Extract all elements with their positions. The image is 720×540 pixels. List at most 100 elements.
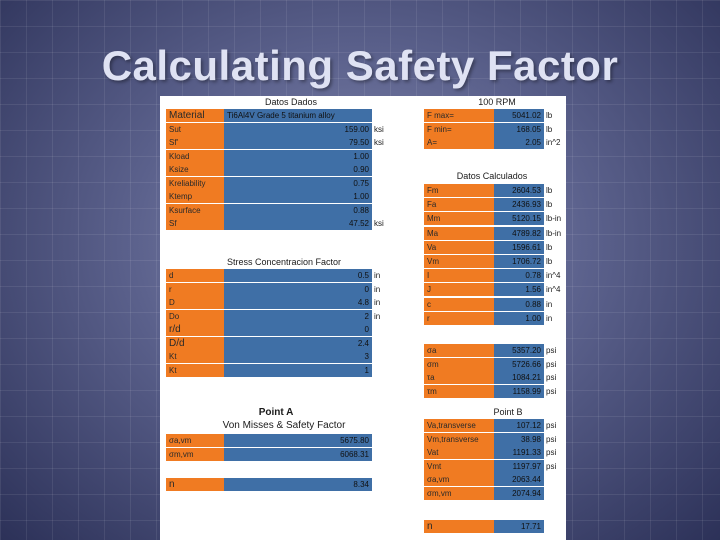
row-unit	[544, 473, 546, 486]
row-value: 2436.93	[494, 198, 544, 212]
header-point-b: Point B	[493, 407, 523, 417]
row-unit	[372, 350, 374, 363]
header-rpm: 100 RPM	[478, 97, 516, 107]
row-unit	[372, 150, 374, 163]
row-label: r	[166, 282, 224, 296]
row-unit: psi	[546, 346, 557, 355]
row-value: 0.88	[224, 203, 372, 217]
row-unit	[372, 364, 374, 377]
header-datos-calculados: Datos Calculados	[456, 171, 528, 181]
row-value: 1158.99	[494, 384, 544, 398]
row-value: 5120.15	[494, 212, 544, 226]
row-value: 1596.61	[494, 240, 544, 254]
row-label: Vmt	[424, 459, 494, 473]
row-unit: lb	[546, 242, 553, 252]
header-datos-dados: Datos Dados	[264, 97, 318, 107]
row-unit	[372, 204, 374, 217]
row-unit	[544, 520, 546, 533]
row-label: r/d	[166, 323, 224, 336]
row-value: 0.75	[224, 176, 372, 190]
row-value: 38.98	[494, 432, 544, 446]
row-label: F min=	[424, 122, 494, 136]
row-unit	[372, 177, 374, 190]
header-von-misses: Von Misses & Safety Factor	[222, 420, 346, 431]
row-label: n	[166, 478, 224, 491]
row-unit	[372, 163, 374, 176]
row-value: 5675.80	[224, 434, 372, 447]
row-value: 1084.21	[494, 371, 544, 384]
row-unit	[372, 478, 374, 491]
row-label: F max=	[424, 109, 494, 122]
row-label: Do	[166, 309, 224, 323]
row-unit: lb	[546, 186, 553, 195]
row-label: J	[424, 283, 494, 297]
row-value: 2074.94	[494, 486, 544, 500]
row-unit: psi	[546, 359, 557, 369]
row-value: 1.00	[224, 190, 372, 203]
row-unit: psi	[546, 373, 557, 382]
row-value: 1197.97	[494, 459, 544, 473]
row-value: 2063.44	[494, 473, 544, 486]
row-unit	[372, 448, 374, 461]
row-value: 2	[224, 309, 372, 323]
row-unit: in	[546, 313, 553, 323]
row-label: d	[166, 269, 224, 282]
row-value: 2.05	[494, 136, 544, 149]
row-label: τa	[424, 371, 494, 384]
row-unit: lb	[546, 200, 553, 210]
row-label: σm	[424, 357, 494, 371]
row-unit: psi	[546, 421, 557, 430]
row-label: Ktemp	[166, 190, 224, 203]
row-unit: lb	[546, 257, 553, 266]
row-unit: psi	[546, 448, 557, 457]
row-unit: ksi	[374, 219, 384, 228]
row-value: Ti6Al4V Grade 5 titanium alloy	[224, 109, 372, 122]
row-unit: lb-in	[546, 214, 562, 224]
row-unit	[372, 190, 374, 203]
row-label: Mm	[424, 212, 494, 226]
row-value: 4.8	[224, 296, 372, 309]
row-label: D/d	[166, 336, 224, 350]
row-unit: in^4	[546, 285, 561, 295]
row-value: 0.90	[224, 163, 372, 176]
row-value: 1706.72	[494, 255, 544, 268]
row-unit: psi	[546, 386, 557, 396]
row-label: σm,vm	[166, 447, 224, 461]
row-label: I	[424, 269, 494, 283]
row-unit: ksi	[374, 124, 384, 134]
row-label: σa,vm	[424, 473, 494, 486]
row-value: 5726.66	[494, 357, 544, 371]
row-label: D	[166, 296, 224, 309]
row-value: 79.50	[224, 136, 372, 149]
row-label: n	[424, 520, 494, 533]
spreadsheet: Datos Dados 100 RPM Datos Calculados Str…	[160, 96, 566, 540]
row-label: c	[424, 297, 494, 311]
row-unit	[372, 109, 374, 122]
row-value: 168.05	[494, 122, 544, 136]
row-label: σa	[424, 344, 494, 357]
row-value: 0	[224, 282, 372, 296]
row-value: 0.88	[494, 297, 544, 311]
row-unit: lb-in	[546, 228, 562, 238]
row-label: r	[424, 311, 494, 325]
row-label: Fm	[424, 184, 494, 197]
row-label: Ksurface	[166, 203, 224, 217]
row-label: Kload	[166, 149, 224, 163]
row-label: Ksize	[166, 163, 224, 176]
row-value: 0	[224, 323, 372, 336]
row-unit	[372, 337, 374, 350]
row-value: 1.00	[224, 149, 372, 163]
row-value: 5357.20	[494, 344, 544, 357]
row-value: 0.78	[494, 269, 544, 283]
row-value: 6068.31	[224, 447, 372, 461]
row-unit: psi	[546, 434, 557, 444]
row-label: Kt	[166, 350, 224, 363]
row-value: 1.56	[494, 283, 544, 297]
row-unit: lb	[546, 124, 553, 134]
row-unit: psi	[546, 461, 557, 471]
row-label: Kt	[166, 363, 224, 377]
row-value: 0.5	[224, 269, 372, 282]
header-point-a: Point A	[258, 407, 294, 418]
row-unit: in	[374, 311, 381, 321]
row-label: σm,vm	[424, 486, 494, 500]
